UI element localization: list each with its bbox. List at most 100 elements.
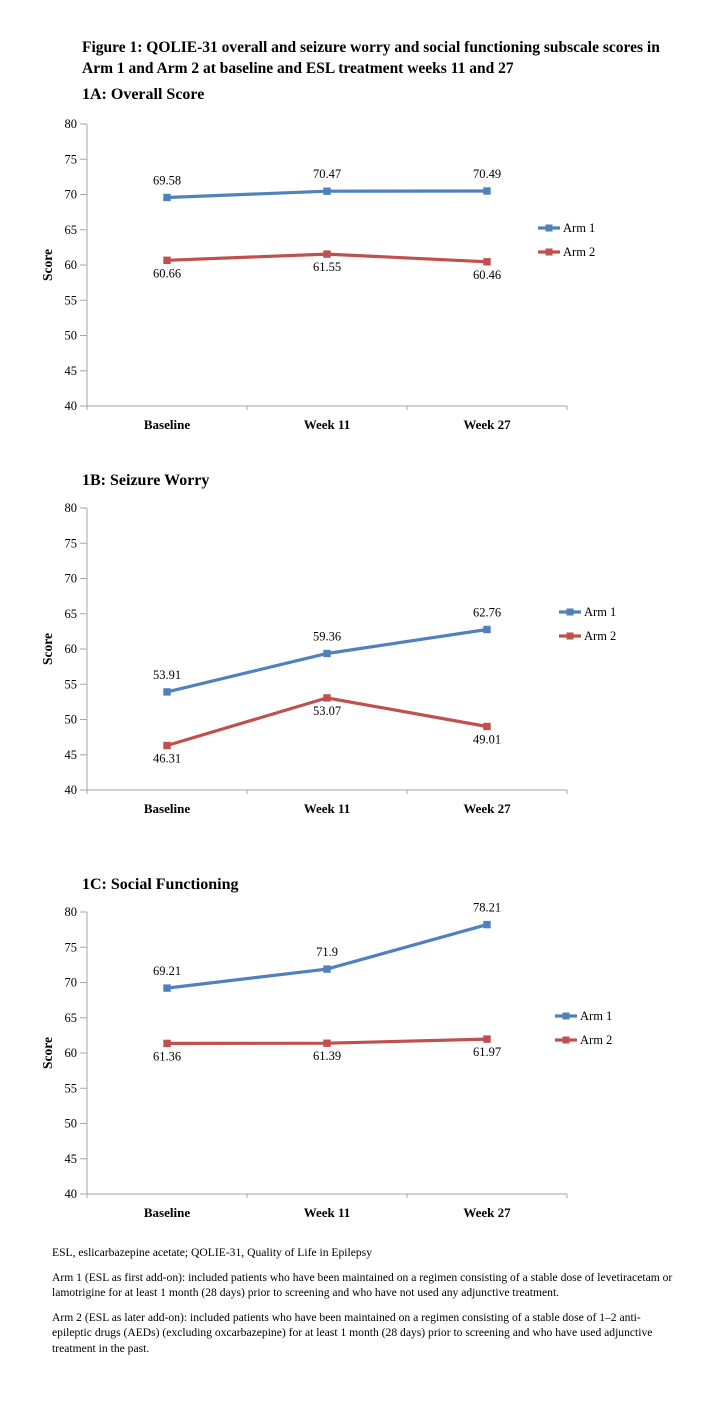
category-label-2: Week 27 [463,1205,511,1220]
y-tick-label: 65 [65,607,78,621]
footnote-abbreviations: ESL, eslicarbazepine acetate; QOLIE-31, … [52,1246,372,1259]
y-axis-title: Score [40,249,55,281]
data-point-marker [483,920,491,929]
y-tick-label: 80 [65,117,78,131]
category-label-0: Baseline [144,1205,190,1220]
value-label: 61.55 [313,260,341,274]
legend-label: Arm 1 [563,221,595,235]
y-tick-label: 45 [65,748,78,762]
category-label-1: Week 11 [304,417,351,432]
value-label: 49.01 [473,733,501,747]
y-tick-label: 45 [65,1152,78,1166]
y-tick-label: 60 [65,1046,78,1060]
data-point-marker [163,193,171,202]
legend-square-marker-icon [566,632,574,640]
data-point-marker [323,187,331,195]
value-label: 61.97 [473,1045,501,1059]
legend-item-arm-1: Arm 1 [559,605,616,619]
footnote-arm1-definition: Arm 1 (ESL as first add-on): included pa… [52,1270,673,1300]
y-tick-label: 65 [65,1011,78,1025]
figure-title: Figure 1: QOLIE-31 overall and seizure w… [82,39,660,77]
data-point-marker [483,625,491,634]
value-label: 53.07 [313,704,341,718]
legend-label: Arm 2 [584,629,616,643]
y-tick-label: 70 [65,976,78,990]
y-tick-label: 75 [65,152,78,166]
y-tick-label: 70 [65,572,78,586]
y-tick-label: 50 [65,713,78,727]
category-label-1: Week 11 [304,801,351,816]
data-point-marker [323,965,331,973]
legend-square-marker-icon [545,248,553,256]
data-point-marker [163,688,171,696]
legend-item-arm-2: Arm 2 [555,1033,612,1047]
value-label: 78.21 [473,901,501,915]
data-point-marker [483,1035,491,1043]
data-point-marker [163,984,171,992]
legend-square-marker-icon [545,224,553,232]
chart-subtitle-1C: 1C: Social Functioning [82,876,239,893]
data-point-marker [323,1039,331,1047]
value-label: 46.31 [153,752,181,766]
y-tick-label: 75 [65,940,78,954]
y-tick-label: 80 [65,501,78,515]
value-label: 60.46 [473,268,501,282]
y-tick-label: 50 [65,329,78,343]
y-tick-label: 40 [65,399,78,413]
y-tick-label: 75 [65,536,78,550]
y-tick-label: 70 [65,188,78,202]
y-tick-label: 55 [65,677,78,691]
value-label: 61.36 [153,1049,181,1063]
data-point-marker [323,694,331,702]
value-label: 59.36 [313,630,341,644]
y-tick-label: 65 [65,223,78,237]
data-point-marker [483,258,491,266]
value-label: 69.21 [153,964,181,978]
legend-square-marker-icon [562,1036,570,1044]
footnote-arm2-definition: Arm 2 (ESL as later add-on): included pa… [52,1310,653,1355]
chart-plot-1A: 80 75 70 65 60 55 50 45 40 Baseline Week 11 Week 27… [40,117,595,432]
data-point-marker [163,1039,171,1048]
y-tick-label: 40 [65,783,78,797]
value-label: 61.39 [313,1049,341,1063]
value-label: 62.76 [473,606,501,620]
data-point-marker [483,722,491,731]
legend-label: Arm 2 [563,245,595,259]
y-tick-label: 40 [65,1187,78,1201]
category-label-1: Week 11 [304,1205,351,1220]
legend-item-arm-2: Arm 2 [538,245,595,259]
y-tick-label: 55 [65,293,78,307]
chart-subtitle-1B: 1B: Seizure Worry [82,472,210,489]
y-axis-title: Score [40,633,55,665]
y-tick-label: 60 [65,258,78,272]
data-point-marker [323,649,331,658]
legend-label: Arm 2 [580,1033,612,1047]
chart-plot-1C: 80 75 70 65 60 55 50 45 40 Baseline Week 11 Week 27… [40,901,612,1220]
y-tick-label: 60 [65,642,78,656]
legend-item-arm-1: Arm 1 [555,1009,612,1023]
chart-plot-1B: 80 75 70 65 60 55 50 45 40 Baseline Week 11 Week 27… [40,501,616,816]
y-axis-title: Score [40,1037,55,1069]
y-tick-label: 80 [65,905,78,919]
category-label-2: Week 27 [463,801,511,816]
category-label-0: Baseline [144,801,190,816]
data-point-marker [483,187,491,195]
legend-label: Arm 1 [580,1009,612,1023]
y-tick-label: 45 [65,364,78,378]
data-point-marker [163,741,171,750]
y-tick-label: 50 [65,1117,78,1131]
legend-label: Arm 1 [584,605,616,619]
value-label: 60.66 [153,266,181,280]
value-label: 71.9 [316,945,338,959]
data-point-marker [323,250,331,258]
data-point-marker [163,256,171,264]
chart-subtitle-1A: 1A: Overall Score [82,86,205,103]
category-label-0: Baseline [144,417,190,432]
footnotes: ESL, eslicarbazepine acetate; QOLIE-31, … [52,1245,676,1365]
value-label: 70.49 [473,167,501,181]
legend-square-marker-icon [562,1012,570,1020]
y-tick-label: 55 [65,1081,78,1095]
legend-item-arm-2: Arm 2 [559,629,616,643]
value-label: 70.47 [313,167,341,181]
